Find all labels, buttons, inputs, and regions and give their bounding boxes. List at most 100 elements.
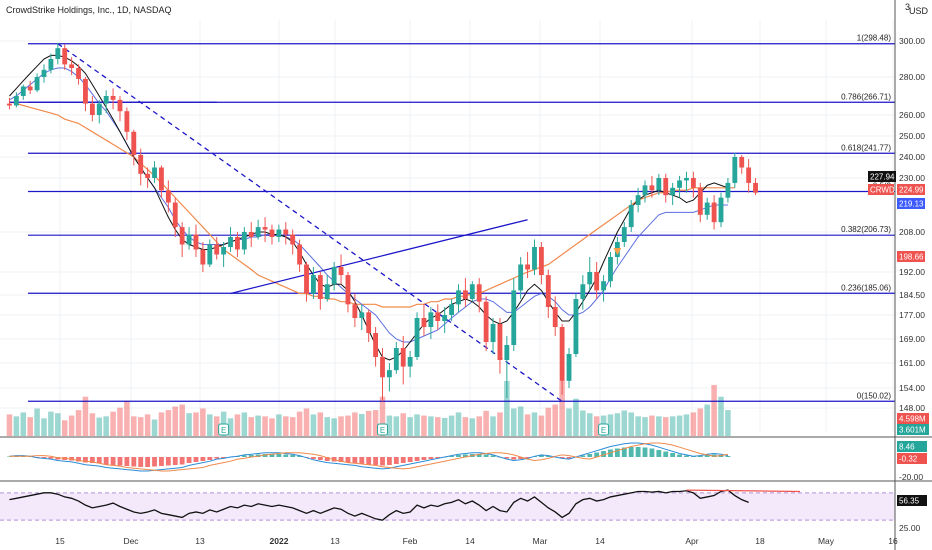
candle[interactable]	[241, 232, 247, 250]
candle[interactable]	[235, 237, 240, 250]
candle[interactable]	[608, 257, 613, 282]
candle[interactable]	[697, 187, 703, 215]
candle[interactable]	[711, 202, 717, 223]
candle[interactable]	[518, 264, 524, 291]
candle[interactable]	[649, 185, 655, 191]
candle[interactable]	[131, 131, 137, 155]
candle[interactable]	[414, 318, 420, 357]
candle[interactable]	[587, 272, 593, 285]
candle[interactable]	[138, 154, 144, 174]
candle[interactable]	[684, 178, 689, 181]
candle[interactable]	[214, 244, 220, 255]
candle[interactable]	[428, 312, 434, 327]
candle[interactable]	[725, 182, 731, 198]
candle[interactable]	[552, 307, 558, 327]
candle[interactable]	[83, 78, 88, 104]
candle[interactable]	[566, 354, 572, 381]
candle[interactable]	[110, 96, 116, 100]
candle[interactable]	[393, 348, 399, 371]
trendline[interactable]	[230, 219, 528, 295]
candle[interactable]	[483, 301, 489, 342]
candle[interactable]	[373, 333, 379, 357]
time-axis[interactable]: 15 Dec 13 2022 13 Feb 14 Mar 14 Apr 18 May 16	[55, 536, 898, 546]
candle[interactable]	[304, 264, 309, 294]
candle[interactable]	[338, 267, 344, 276]
candle[interactable]	[532, 247, 537, 270]
candle[interactable]	[352, 304, 358, 318]
candle[interactable]	[248, 232, 254, 237]
candle[interactable]	[635, 195, 641, 205]
candle[interactable]	[359, 312, 365, 318]
candle[interactable]	[386, 370, 392, 378]
candle[interactable]	[27, 86, 33, 91]
candle[interactable]	[255, 227, 261, 237]
candle[interactable]	[739, 157, 745, 168]
candle[interactable]	[324, 284, 330, 299]
candle[interactable]	[200, 249, 206, 265]
candle[interactable]	[621, 227, 627, 242]
candle[interactable]	[670, 187, 676, 196]
candle[interactable]	[456, 290, 461, 305]
candle[interactable]	[310, 275, 316, 294]
candle[interactable]	[690, 178, 696, 188]
candle[interactable]	[269, 229, 275, 237]
candle[interactable]	[62, 48, 68, 65]
candle[interactable]	[746, 167, 752, 183]
candle[interactable]	[186, 234, 192, 245]
candle[interactable]	[704, 202, 710, 215]
candle[interactable]	[677, 180, 682, 188]
candle[interactable]	[366, 312, 372, 333]
candle[interactable]	[172, 202, 178, 228]
candle[interactable]	[442, 315, 448, 321]
candle[interactable]	[545, 275, 551, 307]
candle[interactable]	[594, 272, 600, 291]
candle[interactable]	[573, 299, 579, 354]
candle[interactable]	[345, 275, 351, 305]
candle[interactable]	[228, 237, 233, 247]
candle[interactable]	[511, 290, 517, 345]
candle[interactable]	[69, 64, 75, 68]
candle[interactable]	[41, 69, 47, 77]
candle[interactable]	[103, 96, 109, 104]
candle[interactable]	[504, 345, 510, 360]
candle[interactable]	[380, 357, 385, 378]
candle[interactable]	[435, 312, 441, 321]
candle[interactable]	[601, 281, 606, 291]
candle[interactable]	[283, 229, 289, 235]
candle[interactable]	[76, 68, 81, 79]
candle[interactable]	[642, 185, 648, 196]
candle[interactable]	[476, 284, 482, 302]
candle[interactable]	[55, 48, 61, 59]
candle[interactable]	[538, 247, 544, 276]
candle[interactable]	[179, 227, 185, 245]
candle[interactable]	[732, 157, 738, 183]
candle[interactable]	[20, 86, 26, 97]
candle[interactable]	[469, 284, 475, 299]
candle[interactable]	[490, 324, 496, 342]
candle[interactable]	[96, 103, 102, 115]
candle[interactable]	[207, 244, 213, 265]
currency-label[interactable]: USD	[909, 6, 929, 16]
candle[interactable]	[407, 357, 413, 367]
candle[interactable]	[656, 178, 662, 191]
candle[interactable]	[193, 234, 199, 250]
trendline[interactable]	[57, 43, 563, 402]
candle[interactable]	[145, 173, 151, 178]
candle[interactable]	[400, 348, 406, 367]
candle[interactable]	[462, 290, 468, 299]
candle[interactable]	[48, 59, 54, 70]
candle[interactable]	[13, 96, 19, 106]
candle[interactable]	[580, 284, 586, 299]
candle[interactable]	[221, 247, 227, 255]
candle[interactable]	[297, 244, 303, 265]
candle[interactable]	[497, 324, 503, 360]
fib-levels[interactable]: 1(298.48)0.786(266.71)0.618(241.77)0.5(2…	[28, 34, 895, 402]
candle[interactable]	[421, 318, 427, 327]
candle[interactable]	[628, 205, 634, 228]
candle[interactable]	[152, 167, 157, 179]
candles[interactable]	[7, 42, 758, 402]
candle[interactable]	[525, 264, 530, 270]
candle[interactable]	[449, 304, 455, 315]
candle[interactable]	[34, 77, 40, 91]
